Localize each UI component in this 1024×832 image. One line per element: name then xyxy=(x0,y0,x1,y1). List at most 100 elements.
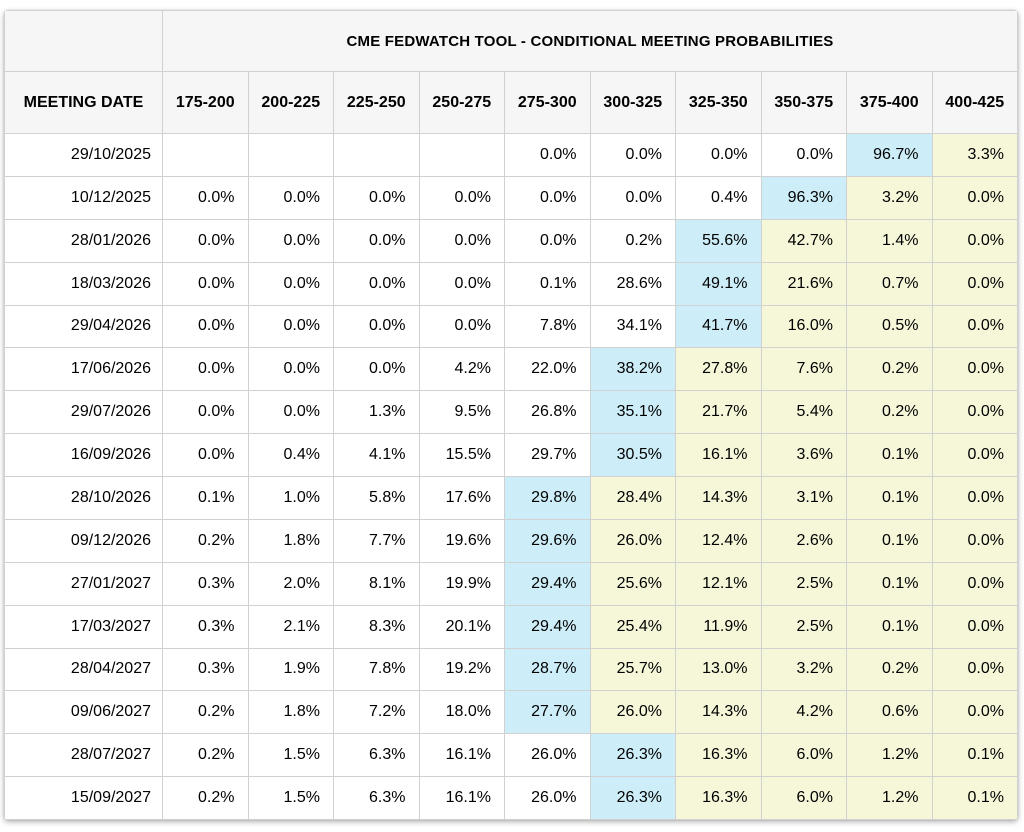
probability-cell: 0.0% xyxy=(247,347,334,392)
probability-cell: 25.7% xyxy=(589,647,676,692)
probability-cell: 1.4% xyxy=(846,218,933,263)
probability-cell: 0.5% xyxy=(846,304,933,349)
probability-cell: 17.6% xyxy=(418,476,505,520)
probability-cell: 0.0% xyxy=(162,433,249,477)
probability-cell: 28.7% xyxy=(504,647,591,692)
table-row: 09/06/2027 0.2% 1.8% 7.2% 18.0% 27.7% 26.0% 14.… xyxy=(4,690,1018,735)
table-row: 28/04/2027 0.3% 1.9% 7.8% 19.2% 28.7% 25.7% 13.… xyxy=(4,647,1018,692)
corner-cell xyxy=(4,10,163,72)
table-row: 15/09/2027 0.2% 1.5% 6.3% 16.1% 26.0% 26.3% 16.… xyxy=(4,776,1018,820)
probability-cell: 16.0% xyxy=(760,304,847,349)
probability-cell: 25.4% xyxy=(589,604,676,649)
meeting-date-cell: 28/01/2026 xyxy=(4,218,163,263)
probability-cell: 3.6% xyxy=(760,433,847,477)
probability-cell: 27.7% xyxy=(504,690,591,735)
probability-cell: 96.7% xyxy=(846,133,933,177)
probability-cell: 26.8% xyxy=(504,390,591,435)
probability-cell: 0.0% xyxy=(931,175,1018,220)
probability-cell: 0.0% xyxy=(504,218,591,263)
table-row: 09/12/2026 0.2% 1.8% 7.7% 19.6% 29.6% 26.0% 12.… xyxy=(4,518,1018,563)
probability-cell: 18.0% xyxy=(418,690,505,735)
meeting-date-cell: 28/10/2026 xyxy=(4,476,163,520)
meeting-date-cell: 18/03/2026 xyxy=(4,261,163,306)
probability-cell: 14.3% xyxy=(675,690,762,735)
probability-cell: 1.5% xyxy=(247,776,334,820)
column-header-rate-bin: 325-350 xyxy=(675,71,762,134)
probability-cell: 0.0% xyxy=(247,218,334,263)
column-header-rate-bin: 375-400 xyxy=(846,71,933,134)
probability-cell: 16.3% xyxy=(675,776,762,820)
meeting-date-cell: 10/12/2025 xyxy=(4,175,163,220)
probability-cell: 3.3% xyxy=(931,133,1018,177)
probability-cell: 0.0% xyxy=(418,175,505,220)
probability-cell: 3.1% xyxy=(760,476,847,520)
probability-cell: 0.0% xyxy=(418,261,505,306)
meeting-date-cell: 17/03/2027 xyxy=(4,604,163,649)
probability-cell: 3.2% xyxy=(846,175,933,220)
probability-cell: 55.6% xyxy=(675,218,762,263)
probability-cell: 0.3% xyxy=(162,604,249,649)
probability-cell: 0.0% xyxy=(418,218,505,263)
probability-cell: 26.0% xyxy=(589,518,676,563)
probability-cell: 7.8% xyxy=(504,304,591,349)
probability-cell: 0.0% xyxy=(162,175,249,220)
probability-cell: 0.0% xyxy=(931,647,1018,692)
probability-cell: 0.0% xyxy=(162,390,249,435)
probability-cell: 0.1% xyxy=(846,518,933,563)
column-header-rate-bin: 400-425 xyxy=(931,71,1018,134)
probability-cell: 0.2% xyxy=(162,776,249,820)
table-row: 28/01/2026 0.0% 0.0% 0.0% 0.0% 0.0% 0.2% 55.6% 4… xyxy=(4,218,1018,263)
probability-cell: 0.1% xyxy=(931,733,1018,778)
probability-cell: 0.0% xyxy=(504,175,591,220)
probability-cell: 12.4% xyxy=(675,518,762,563)
meeting-date-cell: 28/07/2027 xyxy=(4,733,163,778)
probability-cell: 1.5% xyxy=(247,733,334,778)
probability-cell: 0.1% xyxy=(846,476,933,520)
table-row: 10/12/2025 0.0% 0.0% 0.0% 0.0% 0.0% 0.0% 0.4% 96… xyxy=(4,175,1018,220)
probability-cell: 0.0% xyxy=(504,133,591,177)
probability-cell: 4.2% xyxy=(760,690,847,735)
probability-cell xyxy=(333,133,420,177)
probability-cell: 16.1% xyxy=(418,733,505,778)
probability-cell: 41.7% xyxy=(675,304,762,349)
probability-cell: 0.0% xyxy=(162,218,249,263)
probability-cell: 0.0% xyxy=(247,175,334,220)
probability-cell: 0.0% xyxy=(162,347,249,392)
probability-cell: 35.1% xyxy=(589,390,676,435)
probability-cell: 0.2% xyxy=(846,347,933,392)
probability-cell: 19.9% xyxy=(418,561,505,606)
probability-cell: 34.1% xyxy=(589,304,676,349)
table-row: 28/07/2027 0.2% 1.5% 6.3% 16.1% 26.0% 26.3% 16.… xyxy=(4,733,1018,778)
meeting-date-cell: 09/06/2027 xyxy=(4,690,163,735)
probability-cell: 1.8% xyxy=(247,518,334,563)
probability-cell: 0.0% xyxy=(247,261,334,306)
probability-cell: 6.3% xyxy=(333,776,420,820)
column-header-rate-bin: 200-225 xyxy=(247,71,334,134)
probability-cell: 38.2% xyxy=(589,347,676,392)
probability-cell: 0.0% xyxy=(931,347,1018,392)
probability-cell: 2.1% xyxy=(247,604,334,649)
probability-cell: 0.0% xyxy=(675,133,762,177)
probability-cell: 1.9% xyxy=(247,647,334,692)
probability-cell: 29.8% xyxy=(504,476,591,520)
probability-cell: 25.6% xyxy=(589,561,676,606)
probability-cell: 0.0% xyxy=(247,390,334,435)
probability-cell: 13.0% xyxy=(675,647,762,692)
table-row: 27/01/2027 0.3% 2.0% 8.1% 19.9% 29.4% 25.6% 12.… xyxy=(4,561,1018,606)
table-title: CME FEDWATCH TOOL - CONDITIONAL MEETING … xyxy=(162,10,1018,72)
probability-cell: 20.1% xyxy=(418,604,505,649)
probability-cell: 3.2% xyxy=(760,647,847,692)
probability-cell: 16.1% xyxy=(418,776,505,820)
probability-cell: 0.2% xyxy=(162,733,249,778)
probability-cell: 7.2% xyxy=(333,690,420,735)
probability-cell: 1.3% xyxy=(333,390,420,435)
probability-cell: 2.0% xyxy=(247,561,334,606)
probability-cell: 26.3% xyxy=(589,733,676,778)
probability-cell: 0.0% xyxy=(931,690,1018,735)
meeting-date-cell: 27/01/2027 xyxy=(4,561,163,606)
title-row: CME FEDWATCH TOOL - CONDITIONAL MEETING … xyxy=(4,10,1018,72)
meeting-date-cell: 29/10/2025 xyxy=(4,133,163,177)
probability-cell: 6.3% xyxy=(333,733,420,778)
probability-cell: 6.0% xyxy=(760,776,847,820)
probability-cell: 16.3% xyxy=(675,733,762,778)
